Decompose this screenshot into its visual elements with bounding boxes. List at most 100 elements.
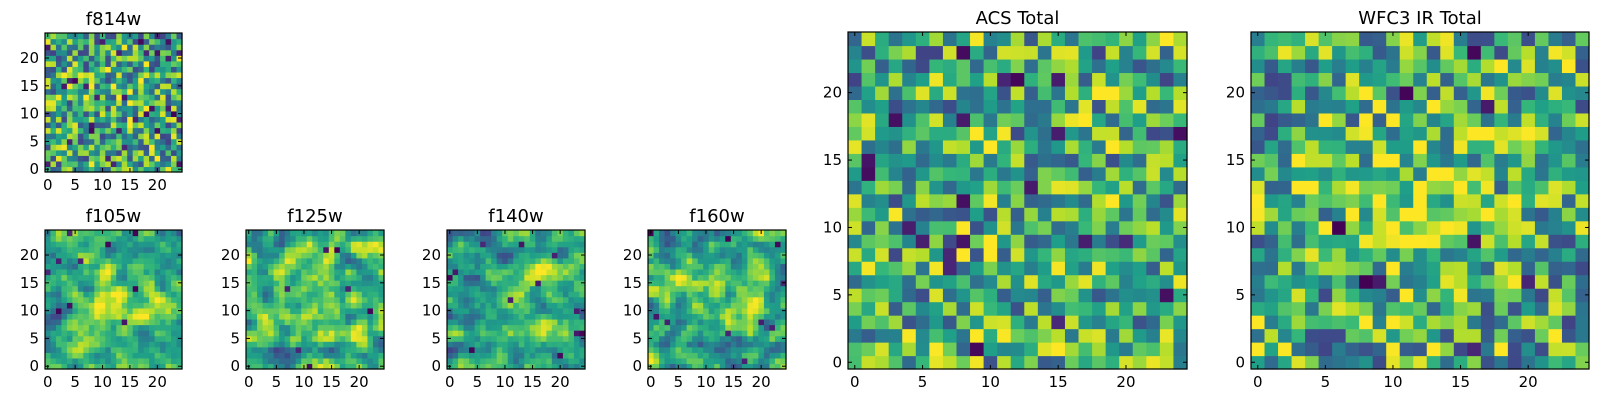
f140w-pixel — [524, 302, 531, 309]
acs_total-pixel — [1173, 32, 1188, 47]
f125w-pixel — [372, 230, 380, 237]
f140w-pixel — [540, 280, 547, 287]
f140w-pixel — [535, 230, 542, 237]
f160w-pixel — [774, 252, 782, 259]
wfc3_ir_total-pixel — [1264, 220, 1279, 235]
f125w-pixel — [257, 263, 264, 270]
f105w-pixel — [88, 230, 95, 237]
f814w-pixel — [55, 94, 63, 101]
f125w-pixel — [246, 268, 253, 276]
wfc3_ir_total-pixel — [1251, 99, 1266, 114]
wfc3_ir_total-pixel — [1413, 288, 1428, 303]
wfc3_ir_total-pixel — [1467, 288, 1482, 303]
f125w-pixel — [367, 268, 374, 276]
f160w-pixel — [774, 313, 782, 320]
wfc3_ir_total-pixel — [1399, 247, 1414, 262]
f105w-pixel — [83, 296, 90, 303]
f105w-pixel — [94, 257, 101, 264]
wfc3_ir_total-pixel — [1507, 180, 1522, 195]
f814w-pixel — [138, 77, 145, 84]
f160w-pixel — [664, 302, 671, 309]
acs_total-pixel — [1159, 355, 1175, 370]
f105w-pixel — [55, 235, 63, 242]
f814w-pixel — [121, 88, 128, 95]
f125w-pixel — [317, 318, 324, 326]
f814w-pixel — [154, 155, 161, 162]
wfc3_ir_total-pixel — [1332, 139, 1347, 154]
f160w-pixel — [686, 263, 693, 270]
f160w-pixel — [763, 357, 771, 365]
f814w-pixel — [154, 77, 161, 84]
f125w-pixel — [306, 363, 313, 370]
f140w-pixel — [507, 280, 514, 287]
f160w-pixel — [769, 246, 776, 253]
wfc3_ir_total-pixel — [1251, 220, 1266, 235]
f125w-pixel — [262, 274, 269, 281]
f125w-pixel — [323, 257, 330, 264]
f140w-pixel — [529, 268, 536, 276]
acs_total-pixel — [1064, 153, 1080, 168]
f140w-pixel — [568, 352, 575, 359]
f814w-pixel — [83, 110, 90, 117]
f160w-pixel — [780, 257, 787, 264]
f814w-pixel — [127, 71, 134, 79]
f105w-pixel — [165, 324, 172, 331]
f160w-pixel — [769, 252, 776, 259]
wfc3_ir_total-pixel — [1507, 126, 1522, 141]
f814w-pixel — [121, 149, 128, 156]
acs_total-pixel — [1037, 301, 1052, 316]
f105w-pixel — [171, 313, 178, 320]
f160w-pixel — [763, 307, 771, 314]
f160w-pixel — [653, 291, 660, 298]
f140w-pixel — [540, 274, 547, 281]
acs_total-pixel — [983, 153, 998, 168]
f160w-pixel — [653, 302, 660, 309]
f140w-pixel — [452, 330, 459, 337]
f140w-pixel — [480, 235, 487, 242]
f140w-pixel — [573, 330, 581, 337]
f814w-pixel — [105, 116, 112, 123]
f125w-pixel — [350, 357, 357, 365]
f125w-pixel — [279, 268, 286, 276]
f140w-pixel — [469, 363, 476, 370]
wfc3_ir_total-pixel — [1453, 288, 1468, 303]
acs_total-pixel — [1159, 180, 1175, 195]
f160w-pixel — [774, 274, 782, 281]
f140w-pixel — [507, 363, 514, 370]
f140w-pixel — [463, 280, 470, 287]
f160w-pixel — [741, 291, 748, 298]
f160w-pixel — [758, 280, 765, 287]
f105w-pixel — [149, 363, 156, 370]
f125w-pixel — [246, 346, 253, 353]
f814w-pixel — [72, 88, 79, 95]
f160w-pixel — [741, 346, 748, 353]
f125w-pixel — [246, 324, 253, 331]
wfc3_ir_total-pixel — [1264, 72, 1279, 87]
wfc3_ir_total-pixel — [1507, 261, 1522, 276]
f814w-pixel — [143, 160, 150, 168]
f125w-pixel — [334, 341, 341, 348]
f160w-pixel — [675, 341, 682, 348]
f140w-pixel — [568, 280, 575, 287]
acs_total-pixel — [1064, 220, 1080, 235]
f814w-pixel — [66, 105, 73, 112]
f814w-pixel — [55, 166, 63, 173]
f125w-pixel — [257, 235, 264, 242]
acs_total-pixel — [942, 45, 958, 60]
acs_total-pixel — [1092, 139, 1107, 154]
f814w-pixel — [127, 94, 134, 101]
f814w-pixel — [83, 38, 90, 45]
acs_total-pixel — [1159, 58, 1175, 74]
wfc3_ir_total-pixel — [1413, 45, 1428, 60]
f105w-pixel — [105, 241, 112, 248]
acs_total-pixel — [1173, 166, 1188, 181]
wfc3_ir_total-pixel — [1305, 288, 1320, 303]
f160w-pixel — [747, 241, 754, 248]
f814w-pixel — [132, 88, 139, 95]
f160w-pixel — [719, 335, 726, 342]
f105w-pixel — [138, 285, 145, 292]
f140w-x-tick-label: 10 — [495, 373, 514, 391]
f125w-pixel — [345, 302, 352, 309]
f125w-pixel — [290, 252, 297, 259]
f160w-pixel — [763, 296, 771, 303]
